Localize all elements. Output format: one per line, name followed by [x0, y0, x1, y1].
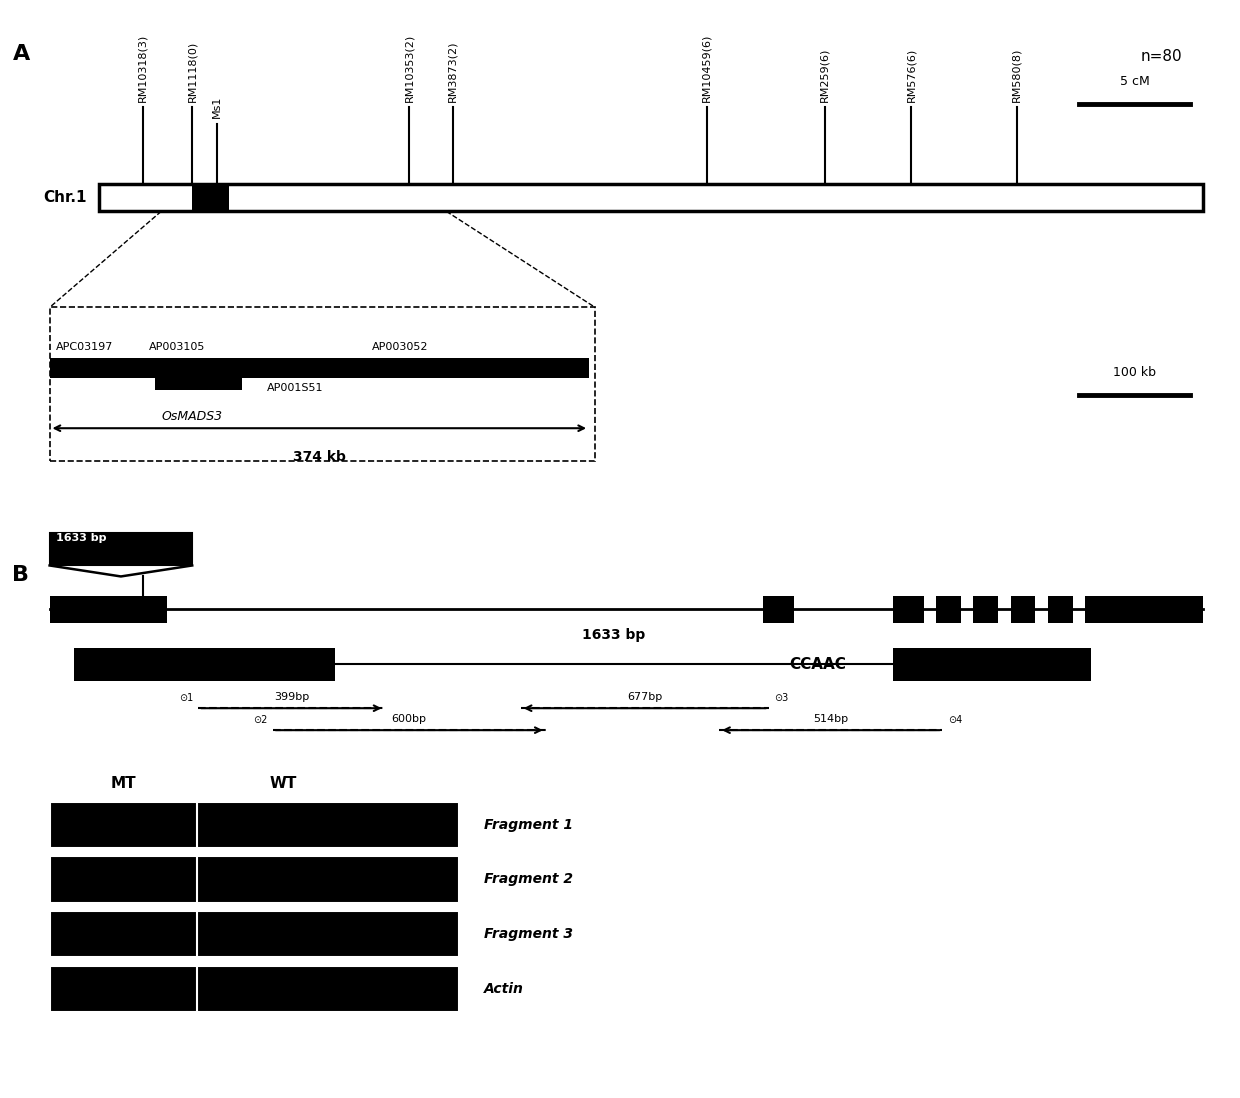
- Text: MT: MT: [110, 775, 136, 791]
- Text: A: A: [12, 44, 30, 64]
- Text: Actin: Actin: [484, 983, 523, 996]
- Bar: [893, 595, 924, 624]
- Text: 1633 bp: 1633 bp: [582, 628, 646, 642]
- Text: AP003105: AP003105: [149, 343, 205, 352]
- Bar: [366, 358, 589, 378]
- Bar: [50, 533, 192, 565]
- Text: RM580(8): RM580(8): [1012, 47, 1022, 102]
- Text: WT: WT: [269, 775, 296, 791]
- Bar: [155, 377, 242, 390]
- Text: 600bp: 600bp: [392, 714, 427, 724]
- Text: B: B: [12, 565, 30, 585]
- Text: AP001S51: AP001S51: [267, 383, 324, 393]
- Text: RM10353(2): RM10353(2): [404, 33, 414, 102]
- Bar: [99, 183, 1203, 211]
- Text: ⊙3: ⊙3: [774, 693, 789, 703]
- Text: RM10318(3): RM10318(3): [138, 33, 148, 102]
- Bar: [50, 802, 459, 848]
- Bar: [1048, 595, 1073, 624]
- Bar: [1011, 595, 1035, 624]
- Text: Fragment 2: Fragment 2: [484, 873, 573, 886]
- Bar: [50, 358, 167, 378]
- Text: AP003052: AP003052: [372, 343, 429, 352]
- Bar: [1085, 595, 1203, 624]
- Bar: [155, 595, 167, 624]
- Text: RM10459(6): RM10459(6): [702, 33, 712, 102]
- Text: 374 kb: 374 kb: [293, 450, 346, 464]
- Bar: [192, 183, 229, 211]
- Bar: [50, 966, 459, 1012]
- Text: RM576(6): RM576(6): [906, 47, 916, 102]
- Text: 1633 bp: 1633 bp: [56, 533, 107, 544]
- Text: ⊙2: ⊙2: [253, 715, 268, 725]
- Text: 399bp: 399bp: [274, 692, 309, 702]
- Text: Fragment 1: Fragment 1: [484, 818, 573, 831]
- Bar: [50, 911, 459, 957]
- Bar: [143, 358, 316, 378]
- Text: Fragment 3: Fragment 3: [484, 928, 573, 941]
- Bar: [763, 595, 794, 624]
- Text: Chr.1: Chr.1: [43, 190, 87, 205]
- Text: ⊙1: ⊙1: [179, 693, 193, 703]
- Text: 677bp: 677bp: [627, 692, 662, 702]
- Text: CCAAC: CCAAC: [789, 657, 846, 672]
- Text: OsMADS3: OsMADS3: [161, 410, 222, 423]
- Text: RM3873(2): RM3873(2): [448, 40, 458, 102]
- Bar: [74, 648, 335, 681]
- Text: APC03197: APC03197: [56, 343, 113, 352]
- Text: n=80: n=80: [1141, 49, 1183, 65]
- Text: ATG: ATG: [124, 649, 151, 663]
- Bar: [973, 595, 998, 624]
- Text: 514bp: 514bp: [813, 714, 848, 724]
- Bar: [50, 595, 155, 624]
- Text: RM259(6): RM259(6): [820, 47, 830, 102]
- Text: ⊙4: ⊙4: [947, 715, 962, 725]
- Bar: [50, 307, 595, 461]
- Text: Ms1: Ms1: [212, 96, 222, 119]
- Bar: [893, 648, 1091, 681]
- Text: RM1118(0): RM1118(0): [187, 41, 197, 102]
- Bar: [936, 595, 961, 624]
- Text: 5 cM: 5 cM: [1120, 75, 1149, 88]
- Bar: [260, 358, 428, 378]
- Bar: [50, 856, 459, 903]
- Text: 100 kb: 100 kb: [1114, 366, 1156, 379]
